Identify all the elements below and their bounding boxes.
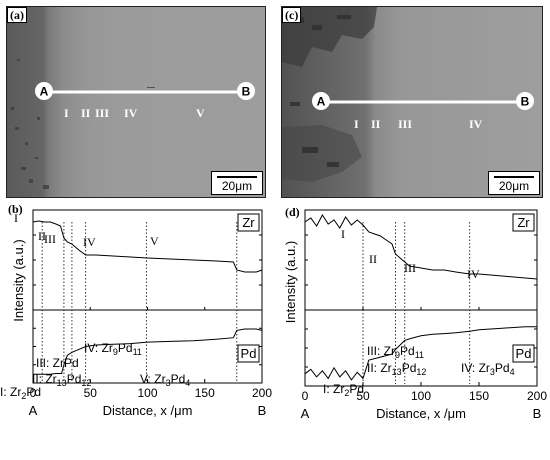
x-axis-title: Distance, x /μm bbox=[103, 403, 193, 418]
phase-label: IV: Zr3Pd4 bbox=[461, 361, 515, 377]
x-tick-label: 100 bbox=[411, 389, 431, 403]
element-label-pd: Pd bbox=[516, 346, 532, 361]
series-line-pd bbox=[304, 326, 537, 381]
panel-label-a: (a) bbox=[7, 7, 27, 23]
zone-label: I bbox=[14, 211, 18, 225]
x-tick-label: 200 bbox=[252, 386, 272, 400]
phase-label: I: Zr2Pd bbox=[0, 385, 41, 401]
zone-c-3: III bbox=[398, 117, 412, 131]
element-label-zr: Zr bbox=[242, 215, 255, 230]
x-end-label-end: B bbox=[533, 406, 542, 421]
zone-c-2: II bbox=[371, 117, 381, 131]
x-end-label-start: A bbox=[29, 403, 38, 418]
x-tick-label: 50 bbox=[356, 389, 370, 403]
zone-label: IV bbox=[83, 235, 96, 249]
zone-c-1: I bbox=[354, 117, 359, 131]
point-a-start: A bbox=[40, 85, 49, 99]
micrograph-a: (a) 20μm bbox=[6, 6, 266, 198]
x-tick-label: 150 bbox=[195, 386, 215, 400]
chart-d: 0 50 100 150 200 A B Distance, x /μm Intensity (… bbox=[283, 209, 547, 421]
zone-label: I bbox=[341, 227, 345, 241]
element-box-pd-frame bbox=[237, 344, 260, 363]
point-c-start: A bbox=[317, 95, 326, 109]
phase-label: III: ZrPd bbox=[36, 356, 79, 370]
y-axis-title: Intensity (a.u.) bbox=[283, 241, 298, 323]
element-box-pd-frame bbox=[512, 344, 535, 363]
zone-label: V bbox=[150, 234, 159, 248]
chart-b: 0 50 100 150 200 A B Distance, x /μm Intensity (… bbox=[0, 209, 272, 418]
element-box-zr-frame bbox=[237, 213, 260, 232]
element-box-pd: Pd bbox=[237, 344, 260, 363]
x-end-label-start: A bbox=[301, 406, 310, 421]
element-box-zr: Zr bbox=[512, 213, 535, 232]
phase-label: III: Zr9Pd11 bbox=[367, 344, 424, 360]
phase-label: IV: Zr9Pd11 bbox=[84, 341, 142, 357]
scale-bar-c-text: 20μm bbox=[498, 179, 530, 193]
panel-label-d: (d) bbox=[283, 205, 302, 219]
micrograph-a-overlay: A B I II III IV V bbox=[35, 82, 255, 120]
x-tick-label: 200 bbox=[527, 389, 547, 403]
x-tick-label: 150 bbox=[469, 389, 489, 403]
zone-c-4: IV bbox=[469, 117, 483, 131]
x-tick-label: 0 bbox=[30, 386, 37, 400]
zone-label: II bbox=[369, 252, 377, 266]
element-label-zr: Zr bbox=[517, 215, 530, 230]
point-a-end: B bbox=[242, 85, 251, 99]
element-box-zr: Zr bbox=[237, 213, 260, 232]
x-axis-title: Distance, x /μm bbox=[376, 406, 466, 421]
scale-bar-a: 20μm bbox=[211, 171, 263, 195]
scale-bar-c: 20μm bbox=[488, 171, 540, 195]
x-tick-label: 0 bbox=[302, 389, 309, 403]
x-tick-label: 50 bbox=[84, 386, 98, 400]
series-line-zr bbox=[32, 220, 263, 273]
element-box-pd: Pd bbox=[512, 344, 535, 363]
zone-label: III bbox=[44, 232, 56, 246]
phase-label: II: Zr13Pd12 bbox=[367, 361, 426, 377]
zone-label: III bbox=[404, 261, 416, 275]
zone-label: II bbox=[38, 229, 46, 243]
series-line-zr bbox=[304, 214, 538, 280]
zone-a-1: I bbox=[64, 106, 69, 120]
element-label-pd: Pd bbox=[241, 346, 257, 361]
zone-a-3: III bbox=[95, 106, 109, 120]
scale-bar-a-text: 20μm bbox=[221, 179, 253, 193]
phase-label: I: Zr2Pd bbox=[323, 382, 364, 398]
zone-label: IV bbox=[467, 267, 480, 281]
y-axis-title: Intensity (a.u.) bbox=[11, 239, 26, 321]
panel-label-b: (b) bbox=[6, 202, 25, 216]
phase-label: V: Zr3Pd4 bbox=[140, 372, 190, 388]
zone-a-5: V bbox=[196, 106, 205, 120]
zone-a-4: IV bbox=[124, 106, 138, 120]
micrograph-c-overlay: A B I II III IV bbox=[312, 92, 534, 131]
x-tick-label: 100 bbox=[137, 386, 157, 400]
series-line-pd bbox=[33, 328, 263, 375]
micrograph-a-image bbox=[7, 7, 265, 197]
zone-a-2: II bbox=[81, 106, 91, 120]
element-box-zr-frame bbox=[512, 213, 535, 232]
phase-label: II: Zr13Pd12 bbox=[32, 372, 91, 388]
panel-label-c: (c) bbox=[282, 7, 302, 23]
point-c-end: B bbox=[521, 95, 530, 109]
x-end-label-end: B bbox=[258, 403, 267, 418]
